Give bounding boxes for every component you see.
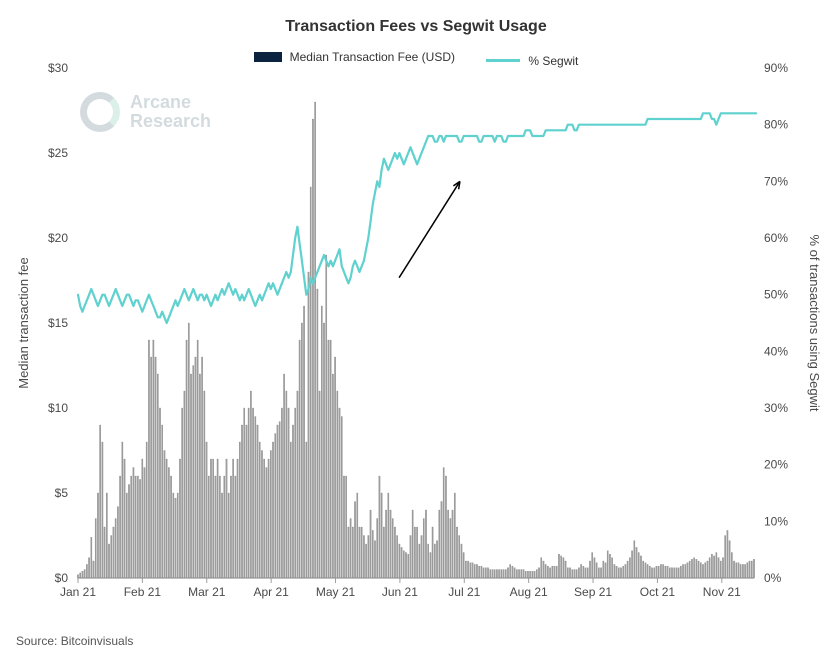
svg-text:30%: 30% <box>764 401 788 415</box>
svg-text:Nov 21: Nov 21 <box>703 585 741 599</box>
svg-text:50%: 50% <box>764 288 788 302</box>
svg-text:$10: $10 <box>48 401 68 415</box>
svg-text:$20: $20 <box>48 231 68 245</box>
svg-text:70%: 70% <box>764 174 788 188</box>
svg-text:Median transaction fee: Median transaction fee <box>16 257 31 389</box>
svg-text:$0: $0 <box>55 571 69 585</box>
svg-text:40%: 40% <box>764 344 788 358</box>
svg-text:Jun 21: Jun 21 <box>382 585 418 599</box>
svg-text:0%: 0% <box>764 571 782 585</box>
svg-text:90%: 90% <box>764 61 788 75</box>
source-label: Source: Bitcoinvisuals <box>16 634 133 648</box>
svg-text:Jul 21: Jul 21 <box>448 585 480 599</box>
svg-text:Feb 21: Feb 21 <box>124 585 162 599</box>
svg-text:% of transactions using Segwit: % of transactions using Segwit <box>807 234 822 411</box>
svg-text:$25: $25 <box>48 146 68 160</box>
svg-text:Oct 21: Oct 21 <box>640 585 676 599</box>
svg-text:60%: 60% <box>764 231 788 245</box>
svg-text:$15: $15 <box>48 316 68 330</box>
chart-plot: $0 $5 $10 $15 $20 $25 $30 0% 10% 20% 30% 40% 50% 60% 7… <box>0 0 832 658</box>
svg-text:10%: 10% <box>764 514 788 528</box>
svg-text:$5: $5 <box>55 486 69 500</box>
svg-text:80%: 80% <box>764 118 788 132</box>
svg-text:Apr 21: Apr 21 <box>253 585 289 599</box>
svg-text:Sep 21: Sep 21 <box>574 585 612 599</box>
svg-text:$30: $30 <box>48 61 68 75</box>
svg-text:May 21: May 21 <box>316 585 356 599</box>
svg-text:Mar 21: Mar 21 <box>188 585 226 599</box>
svg-text:Jan 21: Jan 21 <box>60 585 96 599</box>
svg-text:Aug 21: Aug 21 <box>510 585 548 599</box>
svg-text:20%: 20% <box>764 458 788 472</box>
